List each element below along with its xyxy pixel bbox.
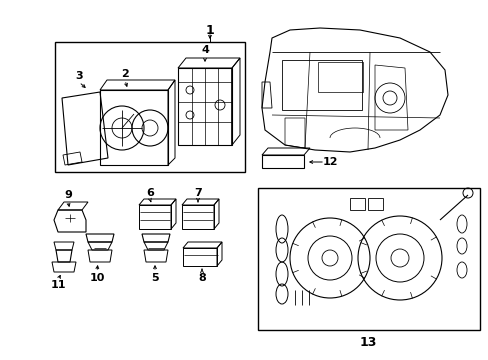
Bar bbox=[183, 248, 217, 266]
Text: 10: 10 bbox=[89, 273, 104, 283]
Text: 1: 1 bbox=[205, 23, 214, 36]
Bar bbox=[317, 62, 362, 92]
Text: 7: 7 bbox=[194, 188, 202, 198]
Text: 13: 13 bbox=[359, 336, 376, 348]
Text: 12: 12 bbox=[322, 157, 337, 167]
Bar bbox=[258, 188, 479, 330]
Text: 5: 5 bbox=[151, 273, 159, 283]
Bar bbox=[55, 42, 244, 172]
Bar bbox=[139, 205, 171, 229]
Text: 4: 4 bbox=[201, 45, 208, 55]
Text: 9: 9 bbox=[64, 190, 72, 200]
Text: 8: 8 bbox=[198, 273, 205, 283]
Text: 2: 2 bbox=[121, 69, 129, 79]
Bar bbox=[282, 60, 361, 110]
Text: 3: 3 bbox=[75, 71, 82, 81]
Bar bbox=[262, 155, 304, 168]
Text: 11: 11 bbox=[50, 280, 65, 290]
Bar bbox=[182, 205, 214, 229]
Bar bbox=[367, 198, 382, 210]
Text: 6: 6 bbox=[146, 188, 154, 198]
Bar bbox=[349, 198, 364, 210]
